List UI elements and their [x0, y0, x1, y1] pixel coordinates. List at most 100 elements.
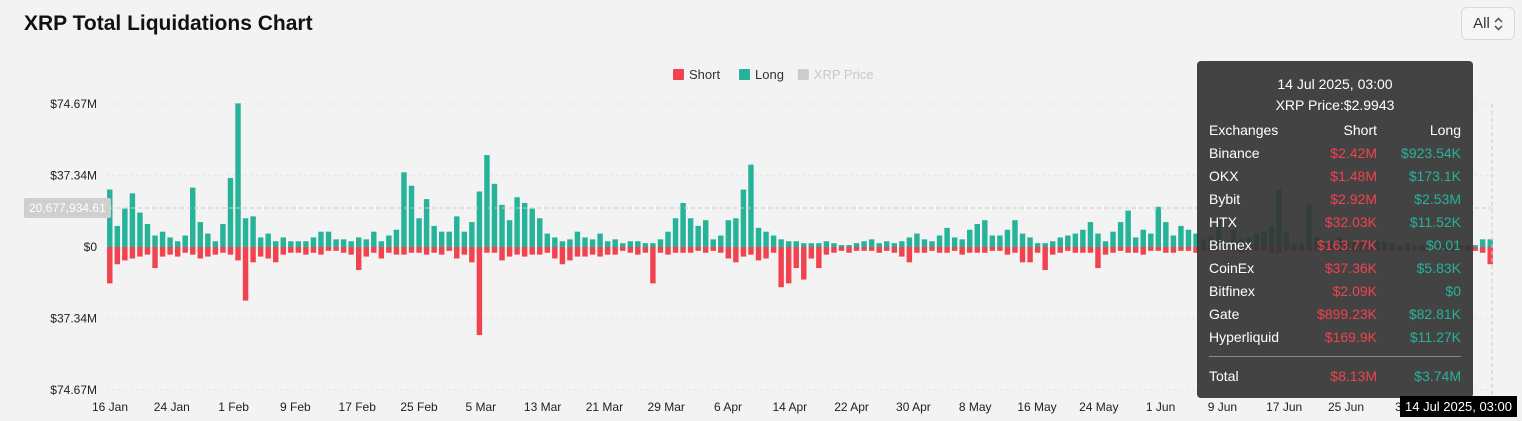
short-bar: [514, 247, 520, 255]
tooltip-date: 14 Jul 2025, 03:00: [1277, 76, 1393, 92]
long-bar: [1012, 220, 1018, 247]
short-bar: [212, 247, 219, 255]
long-bar: [763, 231, 769, 247]
long-bar: [461, 231, 468, 247]
long-bar: [1125, 210, 1131, 247]
long-bar: [574, 231, 581, 247]
long-bar: [718, 235, 724, 247]
long-bar: [1042, 243, 1048, 247]
short-bar: [182, 247, 188, 253]
long-bar: [1155, 206, 1162, 247]
short-bar: [929, 247, 935, 251]
time-range-select[interactable]: All: [1461, 7, 1515, 40]
long-bar: [1049, 241, 1056, 247]
short-bar: [1110, 247, 1116, 253]
short-bar: [778, 247, 784, 288]
x-tick-label: 29 Mar: [648, 400, 685, 414]
short-bar: [582, 247, 588, 257]
short-bar: [808, 247, 815, 259]
x-tick-label: 1 Feb: [218, 400, 249, 414]
short-bar: [325, 247, 332, 251]
long-bar: [884, 241, 890, 247]
x-tick-label: 16 May: [1017, 400, 1056, 414]
long-bar: [416, 218, 422, 247]
short-bar: [665, 247, 671, 255]
legend-swatch: [673, 69, 684, 80]
long-bar: [733, 218, 739, 247]
short-bar: [129, 247, 136, 259]
tooltip-short-value: $2.09K: [1332, 282, 1377, 299]
x-tick-label: 22 Apr: [834, 400, 869, 414]
tooltip-row: Gate $899.23K $82.81K: [1209, 302, 1461, 325]
long-bar: [521, 202, 528, 247]
short-bar: [831, 247, 837, 253]
long-bar: [529, 208, 535, 247]
long-bar: [401, 172, 407, 247]
short-bar: [906, 247, 913, 263]
short-bar: [1065, 247, 1071, 251]
short-bar: [559, 247, 566, 265]
short-bar: [861, 247, 867, 251]
long-bar: [137, 212, 143, 247]
long-bar: [582, 237, 588, 247]
short-bar: [1170, 247, 1177, 253]
long-bar: [642, 243, 649, 247]
long-bar: [936, 235, 943, 247]
tooltip-total-label: Total: [1209, 368, 1239, 384]
long-bar: [318, 231, 324, 247]
short-bar: [687, 247, 694, 253]
short-bar: [484, 247, 490, 253]
long-bar: [386, 235, 392, 247]
long-bar: [190, 187, 196, 247]
long-bar: [1193, 233, 1199, 247]
short-bar: [537, 247, 543, 255]
x-tick-label: 30 Apr: [896, 400, 931, 414]
long-bar: [107, 189, 113, 247]
long-bar: [1472, 245, 1478, 247]
long-bar: [280, 237, 286, 247]
long-bar: [650, 243, 656, 247]
y-axis: $74.67M $37.34M $0 $37.34M $74.67M: [50, 97, 97, 397]
short-bar: [227, 247, 234, 255]
short-bar: [951, 247, 958, 251]
short-bar: [1095, 247, 1101, 269]
tooltip-long-value: $82.81K: [1408, 305, 1461, 322]
tooltip-exchange: HTX: [1209, 213, 1237, 230]
tooltip-long-value: $0.01: [1425, 236, 1461, 253]
crosshair-y-label: 20,677,934.61: [24, 198, 111, 218]
tooltip-short-value: $32.03K: [1324, 213, 1377, 230]
short-bar: [197, 247, 204, 259]
long-bar: [325, 231, 332, 247]
long-bar: [438, 231, 445, 247]
tooltip-divider: [1209, 356, 1461, 357]
short-bar: [1102, 247, 1109, 255]
long-bar: [348, 241, 354, 247]
short-bar: [936, 247, 943, 253]
tooltip-short-value: $37.36K: [1324, 259, 1377, 276]
legend-label: XRP Price: [814, 67, 874, 82]
tooltip-header-exchange: Exchanges: [1209, 121, 1279, 138]
long-bar: [227, 178, 234, 247]
long-bar: [144, 224, 151, 247]
long-bar: [431, 225, 437, 247]
y-tick-label: $37.34M: [50, 168, 97, 182]
long-bar: [891, 243, 898, 247]
x-tick-label: 8 May: [959, 400, 992, 414]
long-bar: [167, 237, 173, 247]
tooltip-exchange: CoinEx: [1209, 259, 1255, 276]
short-bar: [974, 247, 980, 253]
long-bar: [808, 243, 815, 247]
short-bar: [1072, 247, 1079, 253]
short-bar: [853, 247, 860, 251]
short-bar: [544, 247, 551, 253]
long-bar: [1178, 225, 1184, 247]
x-tick-label: 9 Jun: [1208, 400, 1237, 414]
short-bar: [491, 247, 498, 253]
x-tick-label: 25 Feb: [400, 400, 438, 414]
long-bar: [1057, 237, 1063, 247]
long-bar: [159, 231, 166, 247]
tooltip-row: CoinEx $37.36K $5.83K: [1209, 256, 1461, 279]
time-range-value: All: [1473, 15, 1490, 32]
short-bar: [650, 247, 656, 284]
